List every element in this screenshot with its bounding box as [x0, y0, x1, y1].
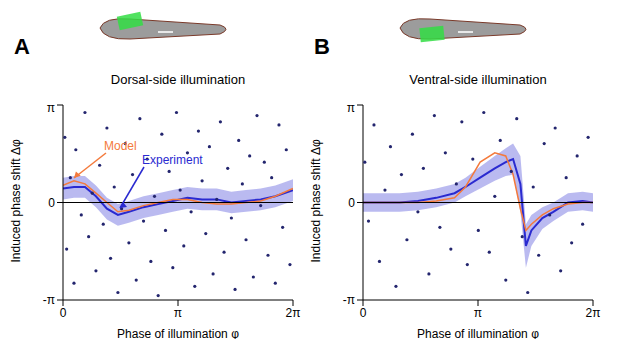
svg-text:Induced phase shift Δφ: Induced phase shift Δφ: [309, 139, 323, 262]
svg-text:Phase of illumination φ: Phase of illumination φ: [417, 327, 539, 340]
html-text:A: A: [14, 34, 30, 59]
svg-text:Experiment: Experiment: [142, 153, 203, 167]
svg-text:0: 0: [360, 306, 367, 320]
svg-text:0: 0: [60, 306, 67, 320]
svg-text:-π: -π: [343, 293, 355, 307]
html-text:B: B: [314, 34, 330, 59]
svg-text:π: π: [347, 101, 355, 115]
svg-text:-π: -π: [43, 293, 55, 307]
html-text:Dorsal-side illumination: Dorsal-side illumination: [110, 72, 246, 87]
svg-text:0: 0: [48, 196, 55, 210]
html-text:Ventral-side illumination: Ventral-side illumination: [409, 72, 547, 87]
svg-text:π: π: [47, 101, 55, 115]
svg-text:π: π: [174, 306, 182, 320]
svg-text:π: π: [474, 306, 482, 320]
svg-text:Induced phase shift Δφ: Induced phase shift Δφ: [9, 139, 23, 262]
svg-text:2π: 2π: [586, 306, 601, 320]
svg-text:2π: 2π: [286, 306, 301, 320]
svg-text:Model: Model: [104, 139, 137, 153]
svg-text:Phase of illumination φ: Phase of illumination φ: [117, 327, 239, 340]
svg-text:0: 0: [348, 196, 355, 210]
